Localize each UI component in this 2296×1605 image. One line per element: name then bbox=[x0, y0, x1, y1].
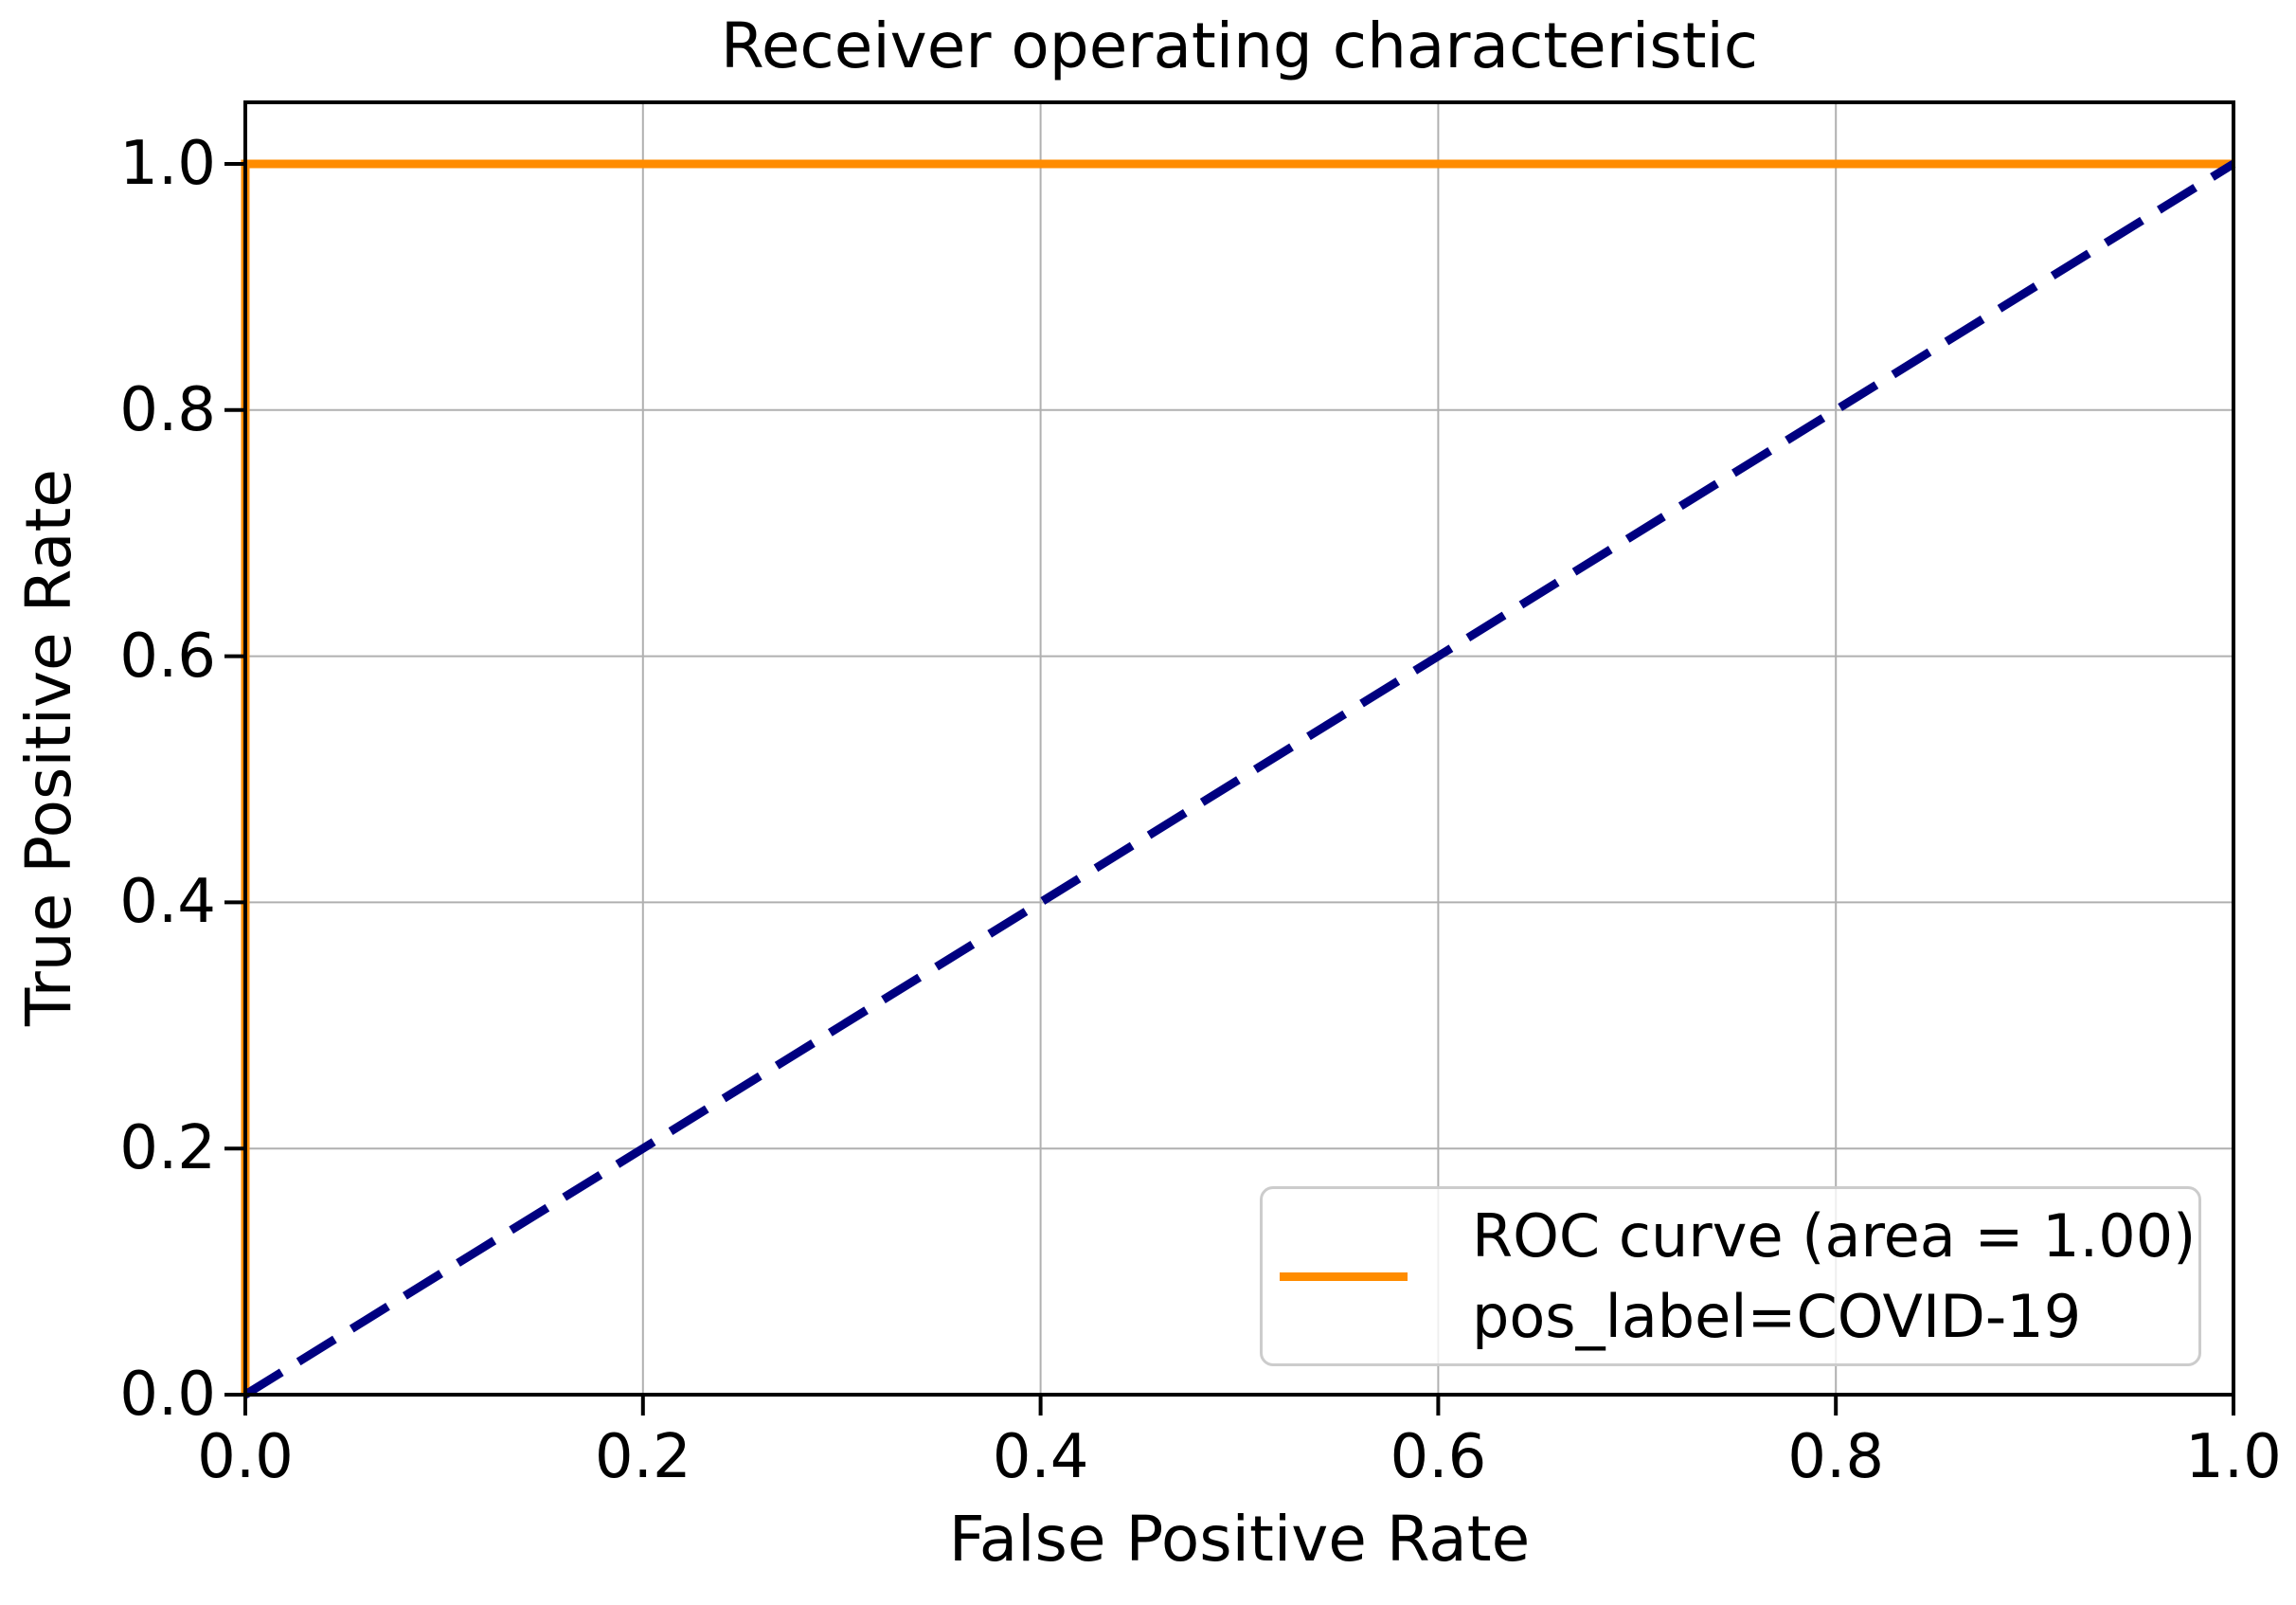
series-chance-diagonal bbox=[242, 160, 2236, 1398]
legend-label-line-2: pos_label=COVID-19 bbox=[1472, 1282, 2082, 1351]
y-tick-label: 1.0 bbox=[119, 128, 216, 199]
x-tick-label: 0.0 bbox=[197, 1422, 294, 1492]
x-axis-tick-labels: 0.0 0.2 0.4 0.6 0.8 1.0 bbox=[0, 1427, 2296, 1503]
y-tick-label: 0.0 bbox=[119, 1360, 216, 1430]
y-tick-label: 0.2 bbox=[119, 1113, 216, 1184]
x-tick-label: 0.6 bbox=[1390, 1422, 1487, 1492]
legend-label-line-1: ROC curve (area = 1.00) bbox=[1472, 1201, 2197, 1271]
x-tick-label: 1.0 bbox=[2185, 1422, 2282, 1492]
y-tick-label: 0.4 bbox=[119, 867, 216, 938]
x-tick-label: 0.8 bbox=[1787, 1422, 1885, 1492]
x-axis-label: False Positive Rate bbox=[948, 1503, 1531, 1576]
legend: ROC curve (area = 1.00) pos_label=COVID-… bbox=[1260, 1186, 2201, 1366]
plot-area bbox=[224, 100, 2236, 1416]
legend-swatch-column bbox=[1263, 1271, 1425, 1281]
y-tick-label: 0.8 bbox=[119, 374, 216, 445]
legend-line-sample bbox=[1280, 1271, 1408, 1281]
x-tick-label: 0.4 bbox=[992, 1422, 1089, 1492]
y-axis-tick-labels: 0.0 0.2 0.4 0.6 0.8 1.0 bbox=[0, 0, 216, 1605]
y-tick-label: 0.6 bbox=[119, 621, 216, 692]
legend-text: ROC curve (area = 1.00) pos_label=COVID-… bbox=[1472, 1196, 2196, 1357]
x-tick-label: 0.2 bbox=[594, 1422, 691, 1492]
axes-frame bbox=[243, 100, 2235, 1397]
y-axis-label: True Positive Rate bbox=[12, 469, 85, 1026]
plot-canvas bbox=[224, 100, 2236, 1416]
chart-title: Receiver operating characteristic bbox=[720, 9, 1759, 82]
